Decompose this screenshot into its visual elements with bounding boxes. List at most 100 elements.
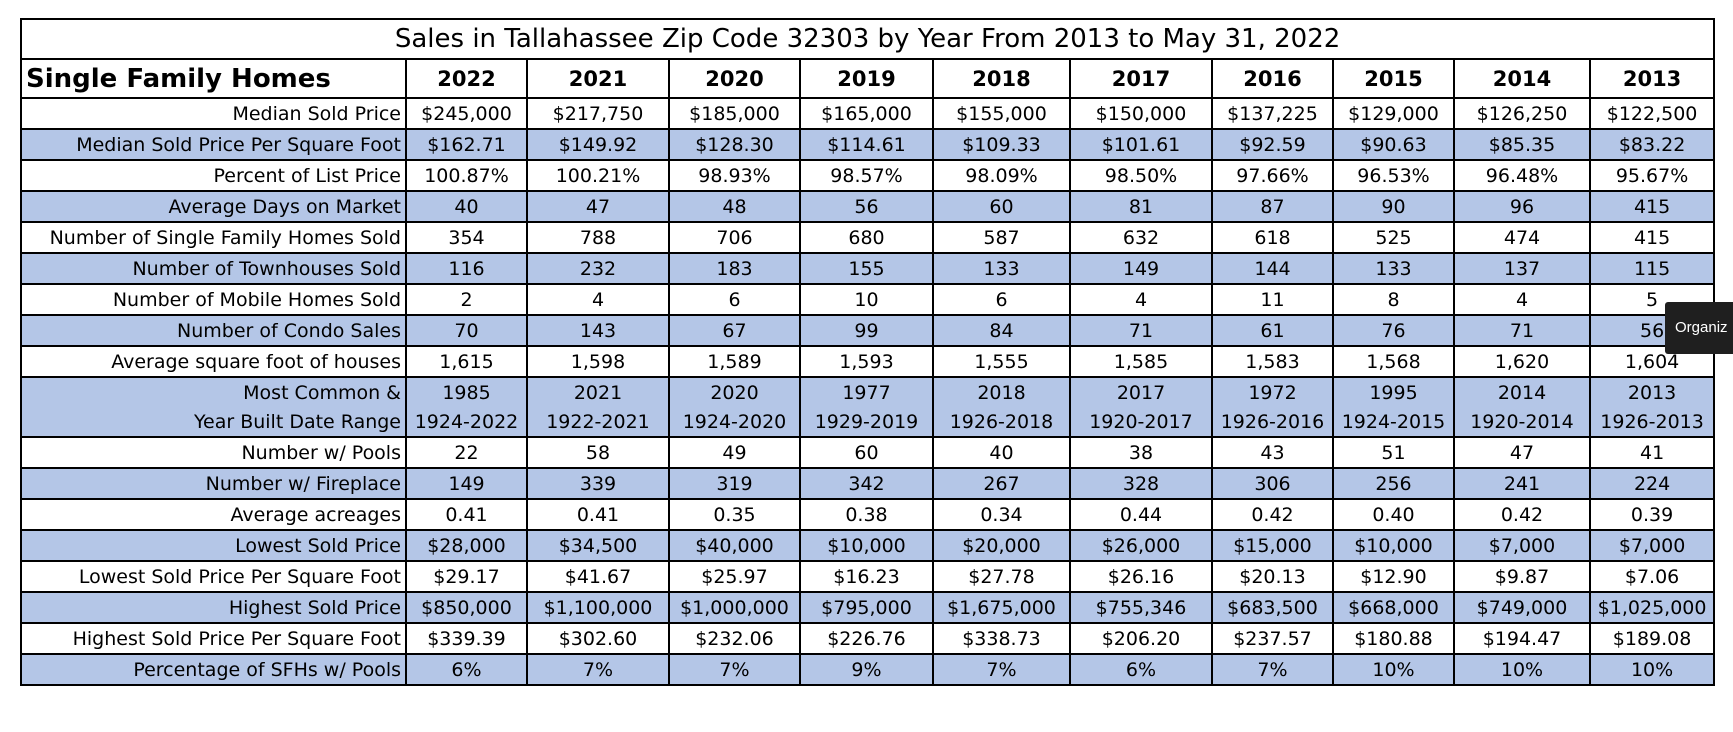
cell-value: 4 — [1453, 283, 1591, 316]
cell-value: 618 — [1211, 221, 1334, 254]
row-label: Number of Condo Sales — [20, 314, 407, 347]
cell-value: 1972 — [1211, 376, 1334, 407]
cell-value: 1920-2017 — [1069, 407, 1213, 438]
cell-value: 48 — [668, 190, 801, 223]
cell-value: 1,589 — [668, 345, 801, 378]
cell-value: $16.23 — [799, 560, 934, 593]
cell-value: 10% — [1453, 653, 1591, 686]
row-label: Average square foot of houses — [20, 345, 407, 378]
cell-value: $194.47 — [1453, 622, 1591, 655]
cell-value: 81 — [1069, 190, 1213, 223]
cell-value: 2017 — [1069, 376, 1213, 407]
cell-value: 328 — [1069, 467, 1213, 500]
cell-value: 1920-2014 — [1453, 407, 1591, 438]
cell-value: 100.21% — [526, 159, 670, 192]
cell-value: 183 — [668, 252, 801, 285]
header-row: Single Family Homes 2022 2021 2020 2019 2018… — [20, 58, 1716, 99]
cell-value: 10% — [1332, 653, 1455, 686]
cell-value: 71 — [1453, 314, 1591, 347]
cell-value: 1977 — [799, 376, 934, 407]
cell-value: 96.53% — [1332, 159, 1455, 192]
row-label: Lowest Sold Price Per Square Foot — [20, 560, 407, 593]
cell-value: $34,500 — [526, 529, 670, 562]
row-label: Percentage of SFHs w/ Pools — [20, 653, 407, 686]
cell-value: $128.30 — [668, 128, 801, 161]
cell-value: 47 — [1453, 436, 1591, 469]
cell-value: $15,000 — [1211, 529, 1334, 562]
cell-value: 1929-2019 — [799, 407, 934, 438]
year-header: 2014 — [1453, 58, 1591, 99]
cell-value: $155,000 — [932, 97, 1071, 130]
cell-value: 1,598 — [526, 345, 670, 378]
cell-value: 1,615 — [405, 345, 528, 378]
cell-value: $85.35 — [1453, 128, 1591, 161]
cell-value: 1924-2020 — [668, 407, 801, 438]
table-title: Sales in Tallahassee Zip Code 32303 by Y… — [19, 18, 1716, 60]
row-label: Number of Single Family Homes Sold — [20, 221, 407, 254]
cell-value: $226.76 — [799, 622, 934, 655]
table-body: Sales in Tallahassee Zip Code 32303 by Y… — [19, 18, 1716, 686]
cell-value: 0.41 — [526, 498, 670, 531]
cell-value: $162.71 — [405, 128, 528, 161]
cell-value: $40,000 — [668, 529, 801, 562]
table-row: Median Sold Price Per Square Foot $162.71… — [20, 128, 1716, 161]
cell-value: 1985 — [405, 376, 528, 407]
cell-value: 241 — [1453, 467, 1591, 500]
cell-value: 2020 — [668, 376, 801, 407]
cell-value: $749,000 — [1453, 591, 1591, 624]
cell-value: 60 — [799, 436, 934, 469]
cell-value: 354 — [405, 221, 528, 254]
cell-value: 95.67% — [1588, 159, 1716, 192]
cell-value: 7% — [1211, 653, 1334, 686]
cell-value: $7,000 — [1588, 529, 1716, 562]
table-row: Percent of List Price 100.87% 100.21% 98.93… — [20, 159, 1716, 192]
cell-value: 0.41 — [405, 498, 528, 531]
cell-value: $1,100,000 — [526, 591, 670, 624]
cell-value: $237.57 — [1211, 622, 1334, 655]
cell-value: 58 — [526, 436, 670, 469]
cell-value: 1995 — [1332, 376, 1455, 407]
cell-value: 267 — [932, 467, 1071, 500]
cell-value: $90.63 — [1332, 128, 1455, 161]
cell-value: 8 — [1332, 283, 1455, 316]
cell-value: $20.13 — [1211, 560, 1334, 593]
cell-value: $683,500 — [1211, 591, 1334, 624]
cell-value: 474 — [1453, 221, 1591, 254]
cell-value: 96.48% — [1453, 159, 1591, 192]
cell-value: 0.38 — [799, 498, 934, 531]
cell-value: 1,568 — [1332, 345, 1455, 378]
cell-value: $1,675,000 — [932, 591, 1071, 624]
cell-value: 0.34 — [932, 498, 1071, 531]
year-header: 2021 — [526, 58, 670, 99]
cell-value: $114.61 — [799, 128, 934, 161]
year-built-row: Most Common & 1985 2021 2020 1977 2018 2017 197… — [20, 376, 1716, 407]
cell-value: 144 — [1211, 252, 1334, 285]
row-label: Most Common & — [20, 376, 407, 407]
cell-value: 98.09% — [932, 159, 1071, 192]
title-row: Sales in Tallahassee Zip Code 32303 by Y… — [19, 18, 1716, 60]
cell-value: $126,250 — [1453, 97, 1591, 130]
cell-value: $26,000 — [1069, 529, 1213, 562]
cell-value: 60 — [932, 190, 1071, 223]
header-label: Single Family Homes — [20, 58, 407, 99]
cell-value: $129,000 — [1332, 97, 1455, 130]
cell-value: 632 — [1069, 221, 1213, 254]
table-row: Average acreages 0.41 0.41 0.35 0.38 0.34 0.44… — [20, 498, 1716, 531]
cell-value: 4 — [1069, 283, 1213, 316]
cell-value: 116 — [405, 252, 528, 285]
row-label: Year Built Date Range — [20, 407, 407, 438]
cell-value: 7% — [932, 653, 1071, 686]
row-label: Highest Sold Price Per Square Foot — [20, 622, 407, 655]
cell-value: 43 — [1211, 436, 1334, 469]
cell-value: 1926-2013 — [1588, 407, 1716, 438]
cell-value: 149 — [405, 467, 528, 500]
cell-value: 98.57% — [799, 159, 934, 192]
cell-value: 7% — [668, 653, 801, 686]
cell-value: 0.44 — [1069, 498, 1213, 531]
cell-value: 415 — [1588, 221, 1716, 254]
cell-value: 587 — [932, 221, 1071, 254]
cell-value: 342 — [799, 467, 934, 500]
cell-value: $92.59 — [1211, 128, 1334, 161]
cell-value: $850,000 — [405, 591, 528, 624]
table-row: Lowest Sold Price $28,000 $34,500 $40,000 $1… — [20, 529, 1716, 562]
